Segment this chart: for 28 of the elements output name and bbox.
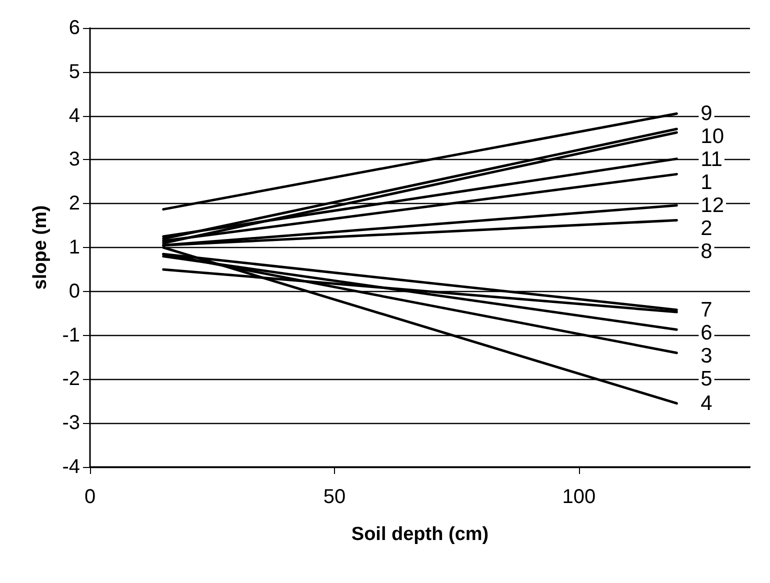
series-label: 7 (700, 298, 712, 322)
x-tick-label: 100 (562, 486, 596, 508)
y-tick-label: -1 (62, 324, 80, 346)
y-tick-label: 0 (68, 280, 80, 302)
y-tick-label: 5 (68, 60, 80, 83)
series-label: 9 (700, 102, 712, 126)
series-label: 2 (700, 217, 712, 240)
y-tick-label: 3 (68, 148, 80, 171)
x-tick-label: 50 (323, 486, 346, 508)
y-axis-title: slope (m) (30, 205, 51, 290)
series-label: 3 (700, 344, 712, 368)
y-tick-label: 2 (68, 192, 80, 215)
series-label: 4 (700, 392, 713, 415)
series-label: 5 (700, 367, 712, 390)
y-tick-label: -4 (62, 456, 80, 478)
y-tick-label: 1 (68, 236, 80, 258)
x-tick-label: 0 (84, 486, 96, 508)
y-tick-label: -2 (62, 368, 80, 390)
series-label: 12 (700, 194, 724, 218)
x-axis-title: Soil depth (cm) (351, 524, 489, 545)
series-label: 10 (700, 125, 724, 148)
series-label: 1 (700, 171, 712, 194)
series-label: 6 (700, 321, 712, 344)
series-label: 11 (700, 148, 722, 172)
series-label: 8 (700, 240, 712, 264)
y-tick-label: -3 (62, 412, 80, 434)
y-tick-label: 6 (68, 17, 80, 39)
y-tick-label: 4 (68, 104, 80, 127)
